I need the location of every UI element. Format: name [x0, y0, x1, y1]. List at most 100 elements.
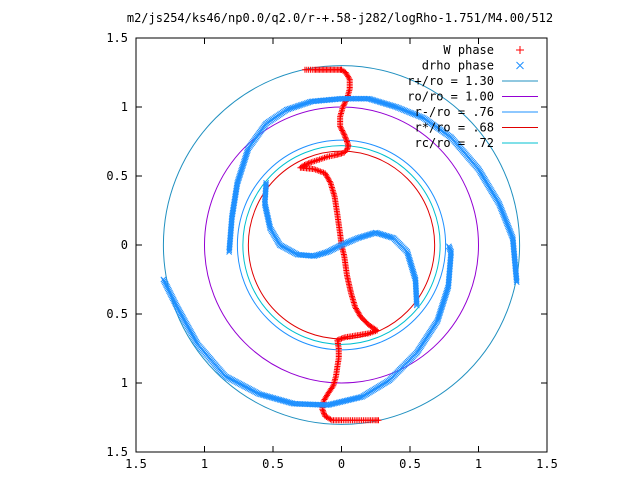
data-point: [499, 209, 506, 216]
data-point: [414, 112, 421, 119]
data-point: [419, 114, 426, 121]
series-1-arm-4: [261, 179, 420, 309]
data-point: [326, 178, 333, 185]
data-point: [344, 239, 351, 246]
data-point: [505, 223, 511, 230]
data-point: [513, 277, 520, 284]
data-point: [501, 214, 508, 221]
data-point: [349, 237, 355, 244]
data-point: [413, 112, 420, 118]
data-point: [164, 283, 170, 290]
data-point: [341, 132, 348, 139]
data-point: [343, 137, 350, 144]
data-point: [169, 295, 176, 302]
data-point: [497, 203, 504, 210]
legend-label: drho phase: [422, 59, 494, 73]
data-point: [502, 215, 508, 222]
data-point: [339, 127, 346, 134]
data-point: [306, 159, 313, 166]
series-0-arm-2: [298, 146, 350, 170]
data-point: [350, 237, 357, 243]
data-point: [513, 279, 520, 286]
series-0-arm-5: [319, 337, 343, 424]
chart-title: m2/js254/ks46/np0.0/q2.0/r-+.58-j282/log…: [127, 11, 553, 25]
y-tick-label: 1.5: [106, 31, 128, 45]
y-tick-label: 1: [121, 100, 128, 114]
data-point: [343, 240, 349, 247]
data-point: [503, 220, 510, 227]
data-point: [166, 289, 173, 296]
series-1-arm-0: [160, 276, 364, 409]
data-point: [338, 335, 345, 342]
data-point: [508, 232, 515, 239]
data-point: [389, 234, 396, 241]
legend-label: r+/ro = 1.30: [407, 74, 494, 88]
series-1-arm-1: [226, 95, 371, 255]
data-point: [396, 105, 403, 112]
y-tick-label: 1.5: [106, 445, 128, 459]
legend-marker: [516, 46, 524, 54]
data-point: [167, 291, 174, 297]
data-point: [497, 205, 504, 212]
data-point: [337, 123, 344, 130]
x-tick-label: 1: [475, 457, 482, 471]
data-point: [342, 134, 349, 141]
data-point: [320, 408, 327, 415]
data-point: [160, 276, 167, 283]
circle-0: [162, 65, 521, 425]
series-0: [297, 66, 382, 424]
data-point: [400, 107, 407, 114]
data-point: [340, 102, 347, 109]
data-point: [172, 301, 179, 308]
series-1: [160, 95, 520, 409]
data-point: [339, 335, 346, 342]
data-point: [410, 110, 416, 117]
data-point: [402, 107, 409, 114]
series-0-arm-0: [301, 66, 345, 73]
x-tick-label: 0.5: [262, 457, 284, 471]
data-point: [498, 206, 505, 213]
legend-label: rc/ro = .72: [415, 136, 494, 150]
circle-4: [242, 145, 441, 345]
x-tick-label: 0: [338, 457, 345, 471]
data-point: [345, 75, 352, 82]
data-point: [321, 396, 328, 403]
legend-label: ro/ro = 1.00: [407, 90, 494, 104]
x-tick-label: 1: [201, 457, 208, 471]
legend-label: r-/ro = .76: [415, 105, 494, 119]
data-point: [499, 208, 505, 215]
data-point: [341, 101, 348, 108]
data-point: [393, 104, 400, 110]
data-point: [169, 293, 176, 300]
y-tick-label: 0.5: [106, 169, 128, 183]
data-point: [446, 244, 453, 251]
legend-label: W phase: [443, 43, 494, 57]
data-point: [302, 161, 309, 168]
data-point: [304, 160, 311, 167]
data-point: [244, 146, 251, 153]
data-point: [341, 131, 348, 138]
data-point: [496, 202, 503, 209]
data-point: [506, 227, 513, 234]
data-point: [173, 302, 180, 309]
y-tick-label: 0: [121, 238, 128, 252]
data-point: [399, 106, 406, 113]
data-point: [341, 240, 348, 247]
data-point: [445, 243, 452, 250]
data-point: [171, 299, 178, 306]
data-point: [496, 200, 503, 207]
data-point: [161, 277, 168, 284]
data-point: [346, 238, 352, 245]
data-point: [411, 111, 418, 118]
data-point: [170, 296, 177, 303]
data-point: [405, 108, 412, 115]
data-point: [164, 285, 171, 292]
data-point: [416, 113, 423, 120]
series-1-arm-2: [365, 95, 520, 286]
data-point: [337, 124, 344, 131]
data-point: [347, 238, 354, 245]
data-point: [166, 288, 173, 295]
data-point: [341, 334, 348, 341]
data-point: [507, 229, 514, 236]
